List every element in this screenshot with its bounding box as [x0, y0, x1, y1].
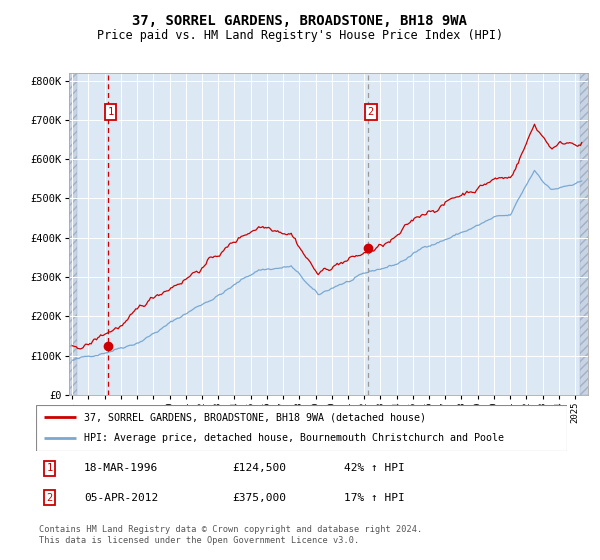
Text: 37, SORREL GARDENS, BROADSTONE, BH18 9WA: 37, SORREL GARDENS, BROADSTONE, BH18 9WA: [133, 14, 467, 28]
Text: 05-APR-2012: 05-APR-2012: [84, 493, 158, 503]
Text: HPI: Average price, detached house, Bournemouth Christchurch and Poole: HPI: Average price, detached house, Bour…: [84, 433, 504, 444]
FancyBboxPatch shape: [36, 405, 567, 451]
Text: £375,000: £375,000: [232, 493, 286, 503]
Text: 37, SORREL GARDENS, BROADSTONE, BH18 9WA (detached house): 37, SORREL GARDENS, BROADSTONE, BH18 9WA…: [84, 412, 426, 422]
Text: 1: 1: [47, 463, 53, 473]
Bar: [580, 73, 593, 395]
Text: 18-MAR-1996: 18-MAR-1996: [84, 463, 158, 473]
Text: £124,500: £124,500: [232, 463, 286, 473]
Text: 42% ↑ HPI: 42% ↑ HPI: [344, 463, 405, 473]
Bar: [69, 73, 77, 395]
Bar: [580, 73, 593, 395]
Text: 1: 1: [107, 107, 113, 117]
Text: 2: 2: [47, 493, 53, 503]
Text: 17% ↑ HPI: 17% ↑ HPI: [344, 493, 405, 503]
Bar: [69, 73, 77, 395]
Text: Price paid vs. HM Land Registry's House Price Index (HPI): Price paid vs. HM Land Registry's House …: [97, 29, 503, 42]
Text: 2: 2: [368, 107, 374, 117]
Text: Contains HM Land Registry data © Crown copyright and database right 2024.
This d: Contains HM Land Registry data © Crown c…: [39, 525, 422, 545]
